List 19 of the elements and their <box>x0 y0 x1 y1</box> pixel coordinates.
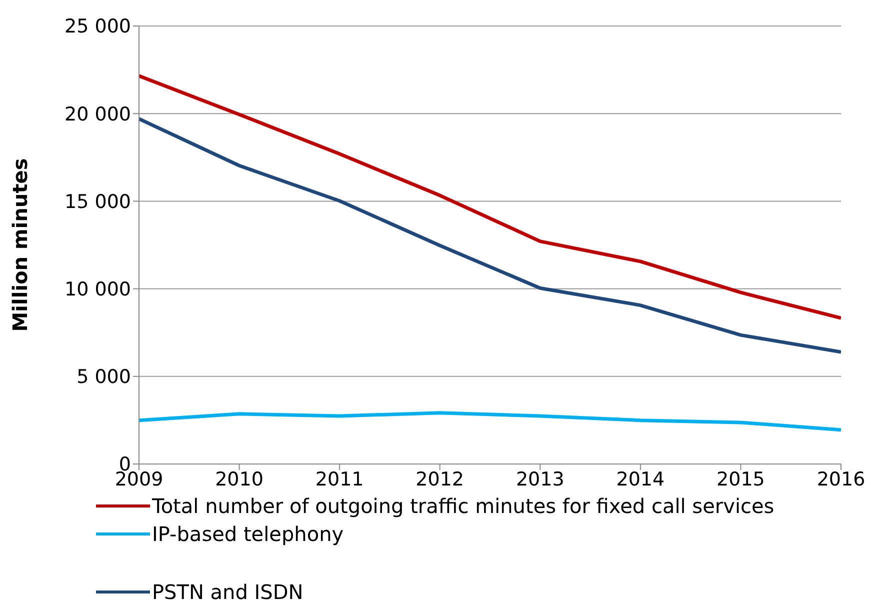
y-tick-label: 20 000 <box>64 103 131 126</box>
y-tick-label: 15 000 <box>64 190 131 213</box>
line-series <box>139 74 841 320</box>
x-tick-label: 2011 <box>315 468 364 490</box>
line-series <box>139 117 841 354</box>
x-tick-label: 2013 <box>516 468 564 490</box>
x-tick-label: 2010 <box>215 468 264 490</box>
line-series <box>139 411 841 432</box>
y-tick-label: 25 000 <box>64 16 131 38</box>
y-tick-label: 10 000 <box>64 278 131 301</box>
legend-label: Total number of outgoing traffic minutes for fixed call services <box>152 494 774 518</box>
x-tick-label: 2015 <box>716 468 765 490</box>
x-tick-label: 2012 <box>416 468 464 490</box>
y-axis-title: Million minutes <box>8 158 32 332</box>
x-tick-label: 2014 <box>616 468 665 490</box>
y-tick-label: 5 000 <box>76 366 131 388</box>
x-tick-label: 2016 <box>816 468 866 490</box>
legend-label: PSTN and ISDN <box>152 580 304 604</box>
legend-label: IP-based telephony <box>152 522 344 546</box>
